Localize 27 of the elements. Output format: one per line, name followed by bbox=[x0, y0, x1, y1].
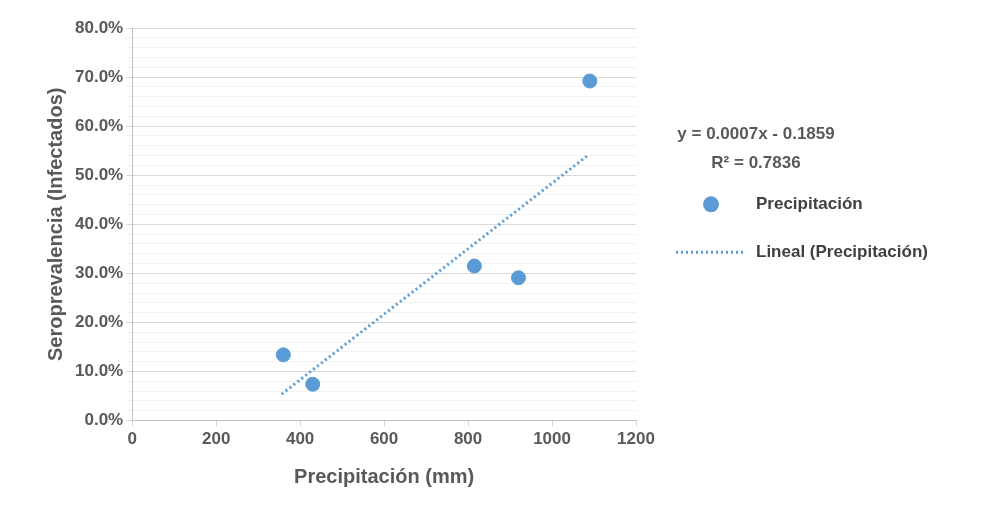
x-tick-label: 800 bbox=[453, 429, 483, 449]
text: R² = 0.7836 bbox=[711, 152, 801, 172]
y-tick-label: 10.0% bbox=[75, 361, 124, 381]
y-tick-label: 20.0% bbox=[75, 312, 124, 332]
y-tick-label: 70.0% bbox=[75, 66, 124, 86]
point bbox=[510, 270, 526, 286]
x-axis-title: Precipitación (mm) bbox=[294, 464, 475, 487]
y-tick-label: 50.0% bbox=[75, 164, 124, 184]
point bbox=[466, 258, 482, 274]
y-axis-title: Seroprevalencia (Infectados) bbox=[43, 87, 66, 362]
point bbox=[582, 73, 598, 89]
x-tick-label: 600 bbox=[369, 429, 399, 449]
legend-label: Lineal (Precipitación) bbox=[756, 241, 928, 261]
y-tick-label: 40.0% bbox=[75, 213, 124, 233]
y-tick-label: 30.0% bbox=[75, 263, 124, 283]
x-tick-label: 0 bbox=[127, 429, 137, 449]
x-tick-label: 1200 bbox=[617, 429, 655, 449]
y-tick-label: 0.0% bbox=[84, 410, 124, 430]
text: y = 0.0007x - 0.1859 bbox=[677, 123, 835, 143]
point bbox=[275, 347, 291, 363]
x-tick-label: 1000 bbox=[533, 429, 571, 449]
y-tick-label: 80.0% bbox=[75, 17, 124, 37]
x-tick-label: 200 bbox=[201, 429, 231, 449]
point bbox=[305, 376, 321, 392]
y-tick-label: 60.0% bbox=[75, 115, 124, 135]
legend-label: Precipitación bbox=[756, 193, 863, 213]
x-tick-label: 400 bbox=[285, 429, 315, 449]
